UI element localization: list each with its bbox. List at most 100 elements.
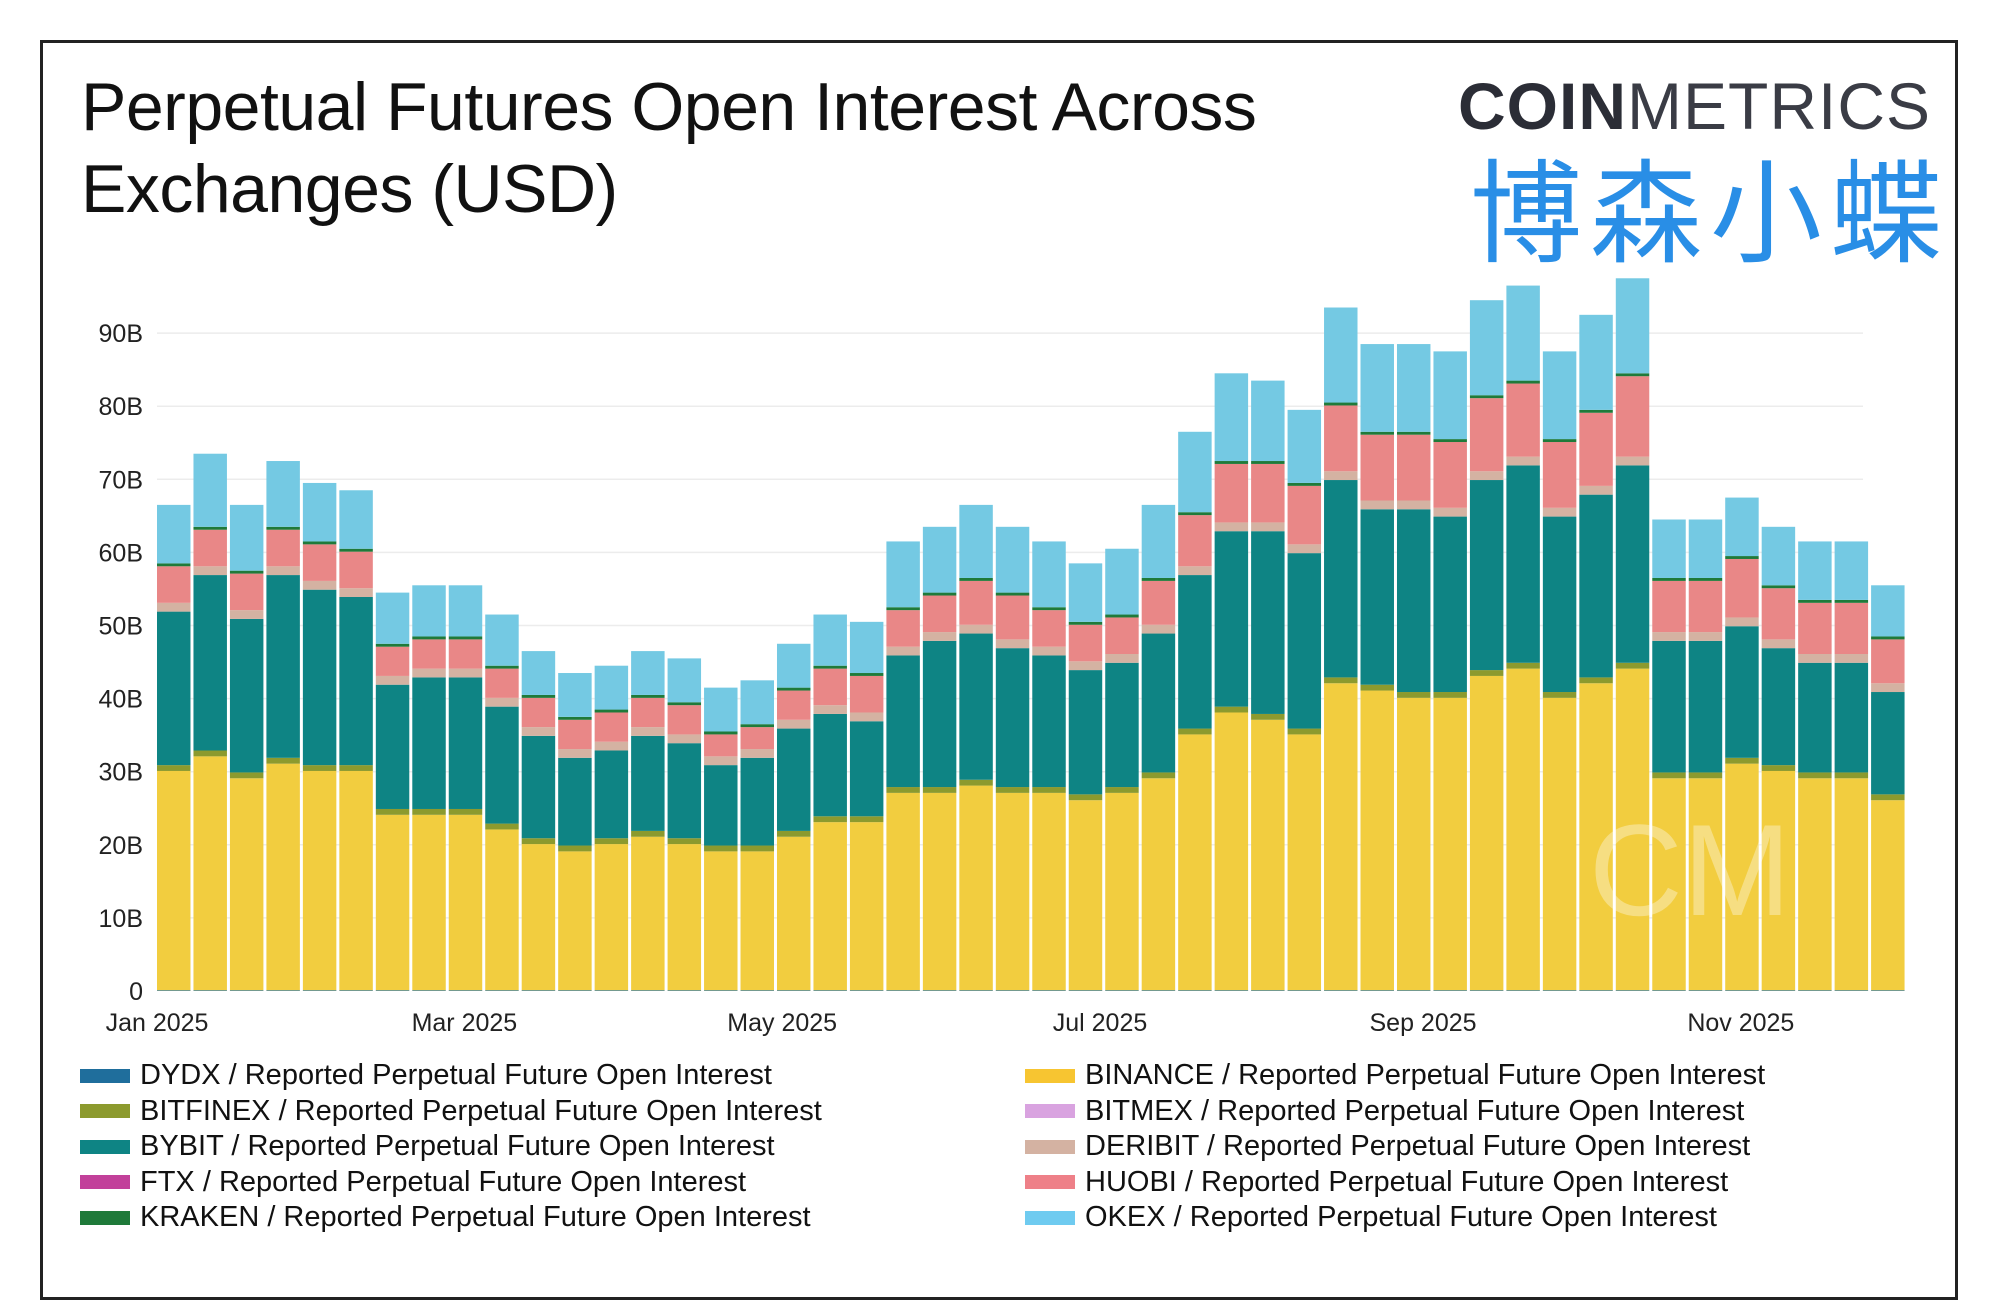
bar-segment-dydx bbox=[1396, 990, 1431, 991]
bar-segment-dydx bbox=[1615, 990, 1650, 991]
legend-label: BITMEX / Reported Perpetual Future Open … bbox=[1085, 1094, 1745, 1127]
legend-item[interactable]: BITFINEX / Reported Perpetual Future Ope… bbox=[80, 1094, 822, 1130]
bar-segment-deribit bbox=[849, 712, 884, 722]
bar-stack bbox=[229, 504, 264, 991]
bar-segment-kraken bbox=[1396, 431, 1431, 435]
bar-stack bbox=[886, 541, 920, 991]
bar-segment-dydx bbox=[922, 990, 957, 991]
bar-segment-dydx bbox=[631, 990, 665, 991]
bar-segment-bitfinex bbox=[1141, 772, 1176, 779]
bar-segment-bybit bbox=[448, 677, 483, 809]
bar-segment-deribit bbox=[448, 668, 483, 678]
bar-segment-dydx bbox=[485, 990, 519, 991]
bar-segment-bybit bbox=[1579, 494, 1613, 678]
bar-segment-kraken bbox=[776, 687, 811, 691]
bar-segment-kraken bbox=[339, 548, 373, 552]
bar-segment-dydx bbox=[1141, 990, 1176, 991]
legend-item[interactable]: BYBIT / Reported Perpetual Future Open I… bbox=[80, 1129, 822, 1165]
bar-segment-kraken bbox=[1469, 395, 1504, 399]
bar-stack bbox=[704, 687, 738, 991]
bar-segment-okex bbox=[1141, 504, 1176, 578]
bar-segment-bitfinex bbox=[1360, 684, 1394, 691]
bar-segment-bybit bbox=[995, 648, 1030, 788]
legend-item[interactable]: OKEX / Reported Perpetual Future Open In… bbox=[1025, 1200, 1765, 1236]
bar-segment-dydx bbox=[448, 990, 483, 991]
bar-segment-deribit bbox=[813, 705, 847, 714]
bar-segment-dydx bbox=[1798, 990, 1832, 991]
legend-item[interactable]: DERIBIT / Reported Perpetual Future Open… bbox=[1025, 1129, 1765, 1165]
legend-item[interactable]: DYDX / Reported Perpetual Future Open In… bbox=[80, 1058, 822, 1094]
bar-stack bbox=[266, 461, 300, 991]
bar-segment-binance bbox=[1506, 668, 1540, 991]
bar-segment-huobi bbox=[1324, 405, 1358, 472]
bar-segment-huobi bbox=[1615, 376, 1650, 457]
bar-segment-dydx bbox=[776, 990, 811, 991]
legend-label: HUOBI / Reported Perpetual Future Open I… bbox=[1085, 1165, 1729, 1198]
bar-segment-bitfinex bbox=[1542, 692, 1577, 698]
legend-item[interactable]: BITMEX / Reported Perpetual Future Open … bbox=[1025, 1094, 1765, 1130]
bar-stack bbox=[740, 680, 774, 991]
bar-segment-okex bbox=[1579, 314, 1613, 410]
bar-segment-bybit bbox=[266, 575, 300, 758]
bar-segment-bitfinex bbox=[1761, 765, 1796, 771]
bar-segment-binance bbox=[1798, 778, 1832, 991]
bar-segment-okex bbox=[1032, 541, 1066, 608]
legend-left-column: DYDX / Reported Perpetual Future Open In… bbox=[80, 1058, 822, 1236]
legend-item[interactable]: HUOBI / Reported Perpetual Future Open I… bbox=[1025, 1165, 1765, 1201]
bar-segment-deribit bbox=[1761, 639, 1796, 649]
bar-segment-kraken bbox=[1141, 577, 1176, 581]
bar-segment-bybit bbox=[1214, 531, 1249, 707]
legend-item[interactable]: FTX / Reported Perpetual Future Open Int… bbox=[80, 1165, 822, 1201]
bar-segment-binance bbox=[1141, 778, 1176, 991]
bar-segment-bitfinex bbox=[740, 845, 774, 852]
legend-swatch bbox=[80, 1139, 130, 1154]
bar-segment-okex bbox=[157, 504, 191, 564]
bar-stack bbox=[959, 504, 993, 991]
bar-segment-okex bbox=[886, 541, 920, 608]
legend-item[interactable]: KRAKEN / Reported Perpetual Future Open … bbox=[80, 1200, 822, 1236]
bar-segment-bitfinex bbox=[849, 816, 884, 823]
bar-segment-kraken bbox=[1871, 636, 1905, 640]
bar-segment-bybit bbox=[886, 655, 920, 788]
bar-segment-okex bbox=[959, 504, 993, 578]
bar-segment-deribit bbox=[339, 588, 373, 597]
bar-stack bbox=[667, 658, 702, 991]
bar-segment-okex bbox=[193, 453, 227, 527]
bar-segment-dydx bbox=[1871, 990, 1905, 991]
bar-segment-binance bbox=[339, 770, 373, 991]
bar-segment-bitfinex bbox=[813, 816, 847, 823]
bar-segment-bitfinex bbox=[1688, 772, 1723, 779]
stacked-bar-chart: 0 10B 20B 30B 40B 50B 60B 70B 80B 90B Jan 2025 Mar … bbox=[99, 278, 1905, 1037]
bar-stack bbox=[1761, 526, 1796, 991]
bar-segment-binance bbox=[1761, 770, 1796, 991]
bar-segment-dydx bbox=[1761, 990, 1796, 991]
bar-segment-bybit bbox=[594, 750, 629, 839]
bar-segment-binance bbox=[485, 829, 519, 991]
bar-stack bbox=[1287, 409, 1322, 991]
bar-segment-binance bbox=[1214, 712, 1249, 991]
bar-segment-bitfinex bbox=[1433, 692, 1467, 698]
bar-segment-okex bbox=[740, 680, 774, 725]
bar-segment-okex bbox=[1396, 344, 1431, 432]
bar-segment-bybit bbox=[959, 633, 993, 780]
bar-segment-bybit bbox=[813, 713, 847, 817]
bar-segment-huobi bbox=[339, 551, 373, 589]
bar-segment-binance bbox=[1834, 778, 1869, 991]
bar-segment-huobi bbox=[1652, 580, 1686, 633]
bar-segment-bitfinex bbox=[1251, 713, 1285, 720]
bar-segment-huobi bbox=[1396, 434, 1431, 501]
bar-segment-deribit bbox=[558, 749, 592, 758]
bar-stack bbox=[1360, 344, 1394, 991]
bar-segment-binance bbox=[1433, 697, 1467, 991]
y-tick-label: 80B bbox=[99, 393, 143, 421]
bar-segment-bybit bbox=[1761, 648, 1796, 766]
bar-segment-huobi bbox=[1871, 639, 1905, 684]
bar-segment-huobi bbox=[704, 734, 738, 757]
bar-segment-bybit bbox=[1251, 531, 1285, 714]
bar-segment-deribit bbox=[1324, 471, 1358, 481]
bar-segment-huobi bbox=[667, 705, 702, 735]
logo-bold-text: COIN bbox=[1458, 69, 1627, 143]
bar-segment-deribit bbox=[1214, 522, 1249, 532]
legend-item[interactable]: BINANCE / Reported Perpetual Future Open… bbox=[1025, 1058, 1765, 1094]
bar-segment-bybit bbox=[302, 589, 337, 766]
